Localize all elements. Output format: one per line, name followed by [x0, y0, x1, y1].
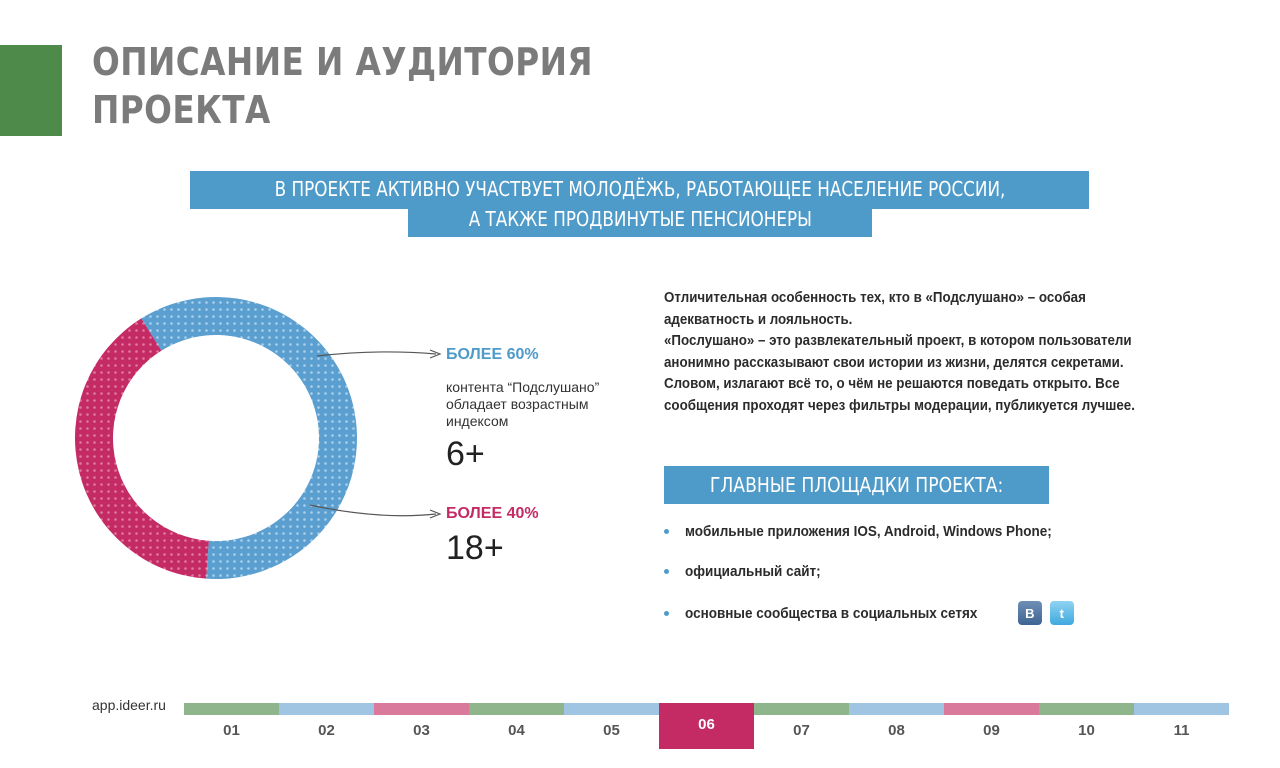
page-title-line-1: ОПИСАНИЕ И АУДИТОРИЯ — [92, 40, 593, 84]
footer-url[interactable]: app.ideer.ru — [92, 697, 166, 713]
page-title-line-2: ПРОЕКТА — [92, 88, 271, 132]
platform-item-mobile: мобильные приложения IOS, Android, Windo… — [664, 523, 1093, 540]
description-line: «Послушано» – это развлекательный проект… — [664, 333, 1132, 349]
bullet-icon — [664, 610, 669, 616]
platform-item-text: основные сообщества в социальных сетях — [685, 604, 978, 622]
page-tab-03[interactable]: 03 — [374, 703, 469, 749]
page-tab-number: 03 — [413, 722, 430, 739]
page-tab-number: 11 — [1173, 722, 1190, 739]
page-tab-color-bar — [374, 703, 469, 715]
page-tab-02[interactable]: 02 — [279, 703, 374, 749]
twitter-icon[interactable]: t — [1049, 601, 1074, 625]
platforms-header-text: ГЛАВНЫЕ ПЛОЩАДКИ ПРОЕКТА: — [709, 473, 1004, 497]
platform-item-text: мобильные приложения IOS, Android, Windo… — [685, 523, 1052, 540]
page-tab-color-bar — [754, 703, 849, 715]
description-line: сообщения проходят через фильтры модерац… — [664, 397, 1135, 414]
page-tab-number: 09 — [983, 722, 1000, 739]
banner-line-2: А ТАКЖЕ ПРОДВИНУТЫЕ ПЕНСИОНЕРЫ — [408, 201, 872, 237]
description-line: Словом, излагают всё то, о чём не решают… — [664, 376, 1120, 392]
page-tab-04[interactable]: 04 — [469, 703, 564, 749]
stat-40-label: БОЛЕЕ 40% — [446, 505, 539, 522]
title-accent-bar — [0, 45, 62, 136]
page-tab-number: 02 — [318, 722, 335, 739]
page-tab-07[interactable]: 07 — [754, 703, 849, 749]
page-tab-color-bar — [1134, 703, 1229, 715]
callout-arrow-40 — [429, 509, 442, 519]
page-tab-color-bar — [564, 703, 659, 715]
page-tab-number: 10 — [1078, 722, 1095, 739]
page-tab-10[interactable]: 10 — [1039, 703, 1134, 749]
description-line: адекватность и лояльность. — [664, 311, 853, 328]
banner-line-1-text: В ПРОЕКТЕ АКТИВНО УЧАСТВУЕТ МОЛОДЁЖЬ, РА… — [274, 177, 1005, 201]
stat-60-description: контента “Подслушано” обладает возрастны… — [446, 379, 600, 429]
callout-line-60 — [316, 351, 437, 357]
page-tab-06[interactable]: 06 — [659, 703, 754, 749]
stat-40-value: 18+ — [446, 529, 504, 567]
callout-line-40 — [309, 504, 437, 517]
donut-slice-6plus — [141, 297, 358, 579]
page-title: ОПИСАНИЕ И АУДИТОРИЯ ПРОЕКТА — [92, 38, 608, 134]
project-description: Отличительная особенность тех, кто в «По… — [664, 288, 1204, 417]
page-tab-09[interactable]: 09 — [944, 703, 1039, 749]
platforms-header: ГЛАВНЫЕ ПЛОЩАДКИ ПРОЕКТА: — [664, 466, 1049, 504]
platform-item-website: официальный сайт; — [664, 563, 836, 580]
description-line: анонимно рассказывают свои истории из жи… — [664, 354, 1124, 371]
page-tab-number: 07 — [793, 722, 810, 739]
stat-60-value: 6+ — [446, 435, 485, 473]
platform-item-social: основные сообщества в социальных сетях B… — [664, 601, 1074, 625]
stat-60-label: БОЛЕЕ 60% — [446, 346, 539, 363]
banner-line-2-text: А ТАКЖЕ ПРОДВИНУТЫЕ ПЕНСИОНЕРЫ — [468, 207, 812, 231]
page-tab-05[interactable]: 05 — [564, 703, 659, 749]
page-tab-color-bar — [279, 703, 374, 715]
description-line: Отличительная особенность тех, кто в «По… — [664, 290, 1086, 306]
page-tab-color-bar — [944, 703, 1039, 715]
bullet-icon — [664, 529, 669, 534]
callout-arrow-60 — [429, 349, 442, 359]
page-tab-color-bar — [469, 703, 564, 715]
donut-slices — [75, 297, 358, 579]
platform-item-text: официальный сайт; — [685, 563, 821, 580]
page-tab-number: 05 — [603, 722, 620, 739]
audience-donut-chart — [75, 297, 442, 579]
page-tab-color-bar — [849, 703, 944, 715]
donut-slice-18plus — [75, 318, 209, 579]
page-tab-number: 04 — [508, 722, 525, 739]
page-navigation: 01 02 03 04 05 06 07 08 09 10 11 — [184, 703, 1229, 749]
page-tab-11[interactable]: 11 — [1134, 703, 1229, 749]
vk-icon[interactable]: B — [1017, 601, 1042, 625]
page-tab-01[interactable]: 01 — [184, 703, 279, 749]
page-tab-color-bar — [184, 703, 279, 715]
page-tab-number: 06 — [698, 716, 715, 733]
page-tab-color-bar — [1039, 703, 1134, 715]
bullet-icon — [664, 569, 669, 574]
page-tab-number: 01 — [223, 722, 240, 739]
page-tab-08[interactable]: 08 — [849, 703, 944, 749]
page-tab-number: 08 — [888, 722, 905, 739]
